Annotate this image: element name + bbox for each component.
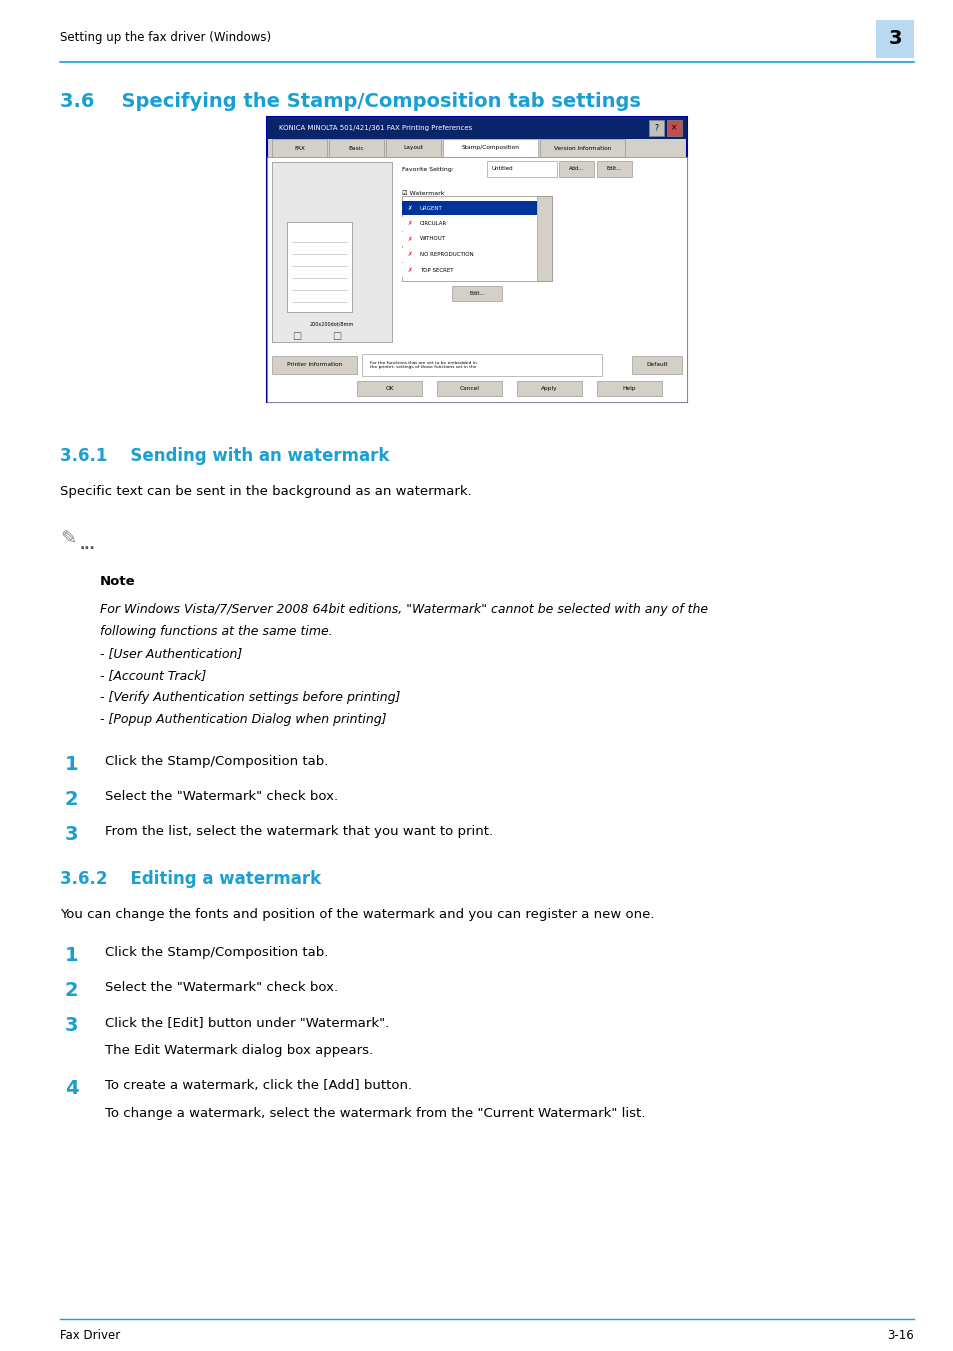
FancyBboxPatch shape <box>452 286 501 301</box>
Text: Version Information: Version Information <box>554 146 611 150</box>
Text: 3.6    Specifying the Stamp/Composition tab settings: 3.6 Specifying the Stamp/Composition tab… <box>60 92 640 111</box>
Text: WITHOUT: WITHOUT <box>419 236 446 242</box>
Text: To change a watermark, select the watermark from the "Current Watermark" list.: To change a watermark, select the waterm… <box>105 1106 644 1120</box>
FancyBboxPatch shape <box>386 139 440 157</box>
Text: Help: Help <box>622 386 636 390</box>
Text: From the list, select the watermark that you want to print.: From the list, select the watermark that… <box>105 825 493 838</box>
Text: ?: ? <box>654 123 658 132</box>
FancyBboxPatch shape <box>597 381 661 396</box>
FancyBboxPatch shape <box>401 263 537 277</box>
Text: 3.6.1    Sending with an watermark: 3.6.1 Sending with an watermark <box>60 447 389 465</box>
Text: ✎: ✎ <box>60 530 76 549</box>
Text: Click the Stamp/Composition tab.: Click the Stamp/Composition tab. <box>105 946 328 959</box>
Text: ...: ... <box>80 538 95 553</box>
FancyBboxPatch shape <box>267 118 686 139</box>
Text: 1: 1 <box>65 755 78 774</box>
FancyBboxPatch shape <box>267 157 686 403</box>
FancyBboxPatch shape <box>442 139 537 157</box>
Text: 2: 2 <box>65 981 78 1000</box>
Text: Edit...: Edit... <box>469 290 484 296</box>
Text: ✗: ✗ <box>407 236 412 242</box>
FancyBboxPatch shape <box>272 357 356 374</box>
Text: ✗: ✗ <box>407 253 412 257</box>
FancyBboxPatch shape <box>517 381 581 396</box>
Text: - [Account Track]: - [Account Track] <box>100 669 206 682</box>
Text: Apply: Apply <box>540 386 558 390</box>
FancyBboxPatch shape <box>401 201 537 215</box>
Text: 3.6.2    Editing a watermark: 3.6.2 Editing a watermark <box>60 870 321 888</box>
FancyBboxPatch shape <box>361 354 601 376</box>
Text: TOP SECRET: TOP SECRET <box>419 267 453 273</box>
Text: CIRCULAR: CIRCULAR <box>419 222 447 226</box>
Text: - [Popup Authentication Dialog when printing]: - [Popup Authentication Dialog when prin… <box>100 713 386 725</box>
Text: Setting up the fax driver (Windows): Setting up the fax driver (Windows) <box>60 31 271 45</box>
Text: Default: Default <box>645 362 667 367</box>
FancyBboxPatch shape <box>539 139 624 157</box>
FancyBboxPatch shape <box>272 139 327 157</box>
Text: 2: 2 <box>65 790 78 809</box>
FancyBboxPatch shape <box>666 120 681 136</box>
FancyBboxPatch shape <box>537 196 552 281</box>
FancyBboxPatch shape <box>272 162 392 342</box>
Text: Fax Driver: Fax Driver <box>60 1329 120 1342</box>
Text: - [User Authentication]: - [User Authentication] <box>100 647 242 661</box>
Text: Basic: Basic <box>349 146 364 150</box>
Text: 1: 1 <box>65 946 78 965</box>
FancyBboxPatch shape <box>597 161 631 177</box>
Text: ×: × <box>671 123 677 132</box>
FancyBboxPatch shape <box>267 118 686 403</box>
FancyBboxPatch shape <box>875 20 913 58</box>
FancyBboxPatch shape <box>401 196 552 281</box>
Text: Edit...: Edit... <box>606 166 621 172</box>
Text: Click the [Edit] button under "Watermark".: Click the [Edit] button under "Watermark… <box>105 1016 389 1029</box>
Text: For the functions that are set to be embedded in
the printer, settings of those : For the functions that are set to be emb… <box>370 361 476 369</box>
FancyBboxPatch shape <box>329 139 384 157</box>
Text: For Windows Vista/7/Server 2008 64bit editions, "Watermark" cannot be selected w: For Windows Vista/7/Server 2008 64bit ed… <box>100 603 707 616</box>
FancyBboxPatch shape <box>558 161 594 177</box>
Text: Favorite Setting:: Favorite Setting: <box>401 166 454 172</box>
Text: 3: 3 <box>65 825 78 844</box>
Text: following functions at the same time.: following functions at the same time. <box>100 626 333 638</box>
Text: Layout: Layout <box>403 146 423 150</box>
Text: Cancel: Cancel <box>459 386 479 390</box>
Text: ✗: ✗ <box>407 267 412 273</box>
Text: 4: 4 <box>65 1079 78 1098</box>
Text: KONICA MINOLTA 501/421/361 FAX Printing Preferences: KONICA MINOLTA 501/421/361 FAX Printing … <box>278 126 472 131</box>
Text: Printer Information: Printer Information <box>287 362 342 367</box>
Text: Select the "Watermark" check box.: Select the "Watermark" check box. <box>105 981 337 994</box>
Text: 3: 3 <box>65 1016 78 1035</box>
FancyBboxPatch shape <box>436 381 501 396</box>
FancyBboxPatch shape <box>648 120 663 136</box>
Text: Note: Note <box>100 576 135 588</box>
Text: FAX: FAX <box>294 146 305 150</box>
FancyBboxPatch shape <box>401 247 537 262</box>
Text: Add...: Add... <box>568 166 583 172</box>
Text: To create a watermark, click the [Add] button.: To create a watermark, click the [Add] b… <box>105 1079 412 1092</box>
Text: - [Verify Authentication settings before printing]: - [Verify Authentication settings before… <box>100 690 400 704</box>
Text: □: □ <box>332 331 341 340</box>
Text: ✗: ✗ <box>407 222 412 226</box>
FancyBboxPatch shape <box>356 381 421 396</box>
Text: 3-16: 3-16 <box>886 1329 913 1342</box>
FancyBboxPatch shape <box>401 232 537 246</box>
FancyBboxPatch shape <box>287 222 352 312</box>
FancyBboxPatch shape <box>401 216 537 231</box>
Text: Select the "Watermark" check box.: Select the "Watermark" check box. <box>105 790 337 802</box>
Text: You can change the fonts and position of the watermark and you can register a ne: You can change the fonts and position of… <box>60 908 654 921</box>
Text: 200x200dot/8mm: 200x200dot/8mm <box>310 322 354 327</box>
FancyBboxPatch shape <box>486 161 557 177</box>
Text: ✗: ✗ <box>407 205 412 211</box>
Text: OK: OK <box>385 386 394 390</box>
Text: Specific text can be sent in the background as an watermark.: Specific text can be sent in the backgro… <box>60 485 471 499</box>
Text: Untitled: Untitled <box>492 166 513 172</box>
Text: 3: 3 <box>887 30 901 49</box>
Text: NO REPRODUCTION: NO REPRODUCTION <box>419 253 474 257</box>
Text: The Edit Watermark dialog box appears.: The Edit Watermark dialog box appears. <box>105 1044 373 1056</box>
Text: Click the Stamp/Composition tab.: Click the Stamp/Composition tab. <box>105 755 328 767</box>
FancyBboxPatch shape <box>631 357 681 374</box>
Text: □: □ <box>292 331 301 340</box>
Text: Stamp/Composition: Stamp/Composition <box>461 146 518 150</box>
Text: URGENT: URGENT <box>419 205 442 211</box>
Text: ☑ Watermark: ☑ Watermark <box>401 190 444 196</box>
